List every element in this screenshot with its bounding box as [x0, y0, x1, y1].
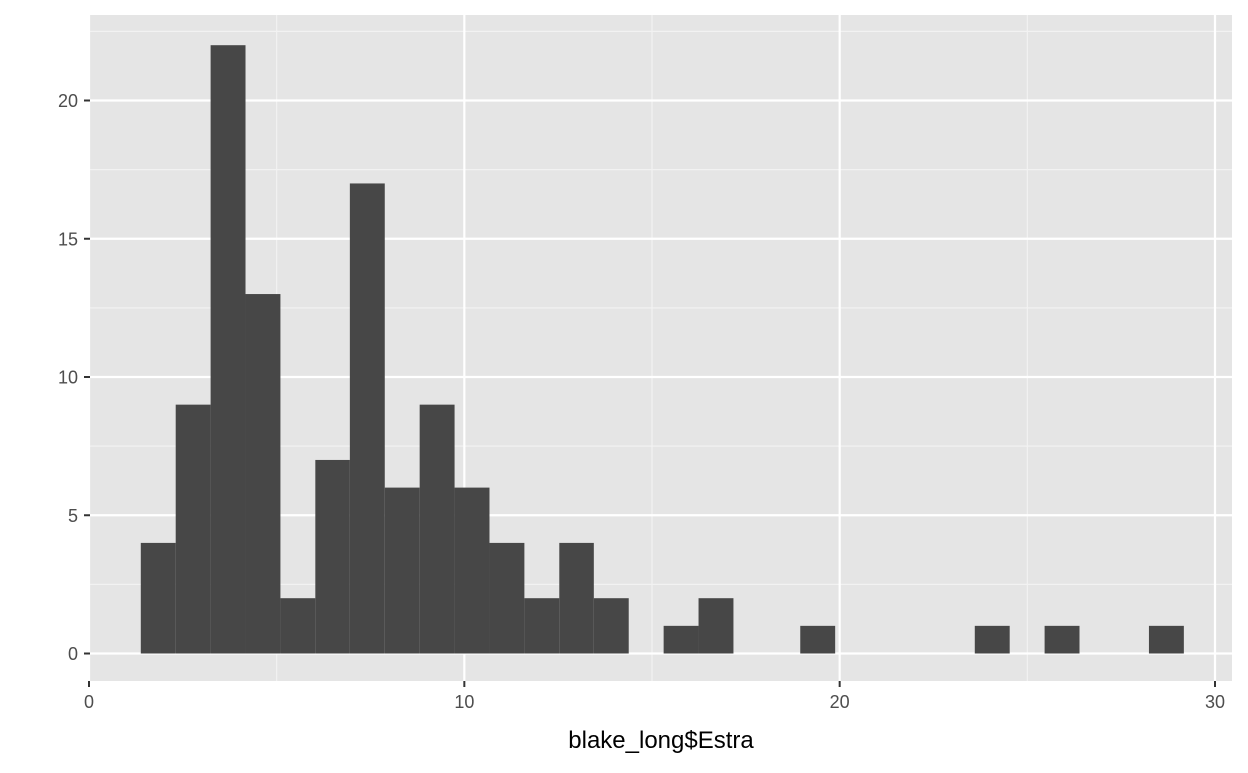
histogram-bar [559, 542, 594, 654]
histogram-bar [210, 45, 246, 654]
x-tick-label: 10 [454, 692, 474, 712]
histogram-bars [140, 45, 1184, 654]
histogram-bar [524, 598, 560, 654]
y-axis: 0 5 10 15 20 [58, 91, 90, 664]
histogram-bar [349, 183, 385, 654]
histogram-bar [280, 598, 316, 654]
x-tick-label: 0 [84, 692, 94, 712]
histogram-bar [593, 598, 629, 654]
y-tick-label: 0 [68, 644, 78, 664]
histogram-bar [800, 625, 836, 654]
histogram-bar [489, 542, 525, 654]
x-axis: 0 10 20 30 [84, 681, 1225, 712]
histogram-bar [698, 598, 734, 654]
y-tick-label: 15 [58, 229, 78, 249]
histogram-bar [140, 542, 176, 654]
histogram-bar [419, 404, 455, 654]
histogram-bar [245, 294, 281, 654]
histogram-bar [384, 487, 420, 654]
histogram-bar [1148, 625, 1184, 654]
histogram-bar [974, 625, 1010, 654]
histogram-bar [454, 487, 490, 654]
x-tick-label: 20 [830, 692, 850, 712]
x-axis-title: blake_long$Estra [568, 727, 754, 754]
y-tick-label: 20 [58, 91, 78, 111]
y-tick-label: 10 [58, 368, 78, 388]
grid-lines [87, 15, 1232, 681]
y-tick-label: 5 [68, 506, 78, 526]
histogram-bar [663, 625, 699, 654]
histogram-bar [175, 404, 211, 654]
histogram-bar [1044, 625, 1080, 654]
histogram-bar [315, 459, 350, 654]
x-tick-label: 30 [1205, 692, 1225, 712]
